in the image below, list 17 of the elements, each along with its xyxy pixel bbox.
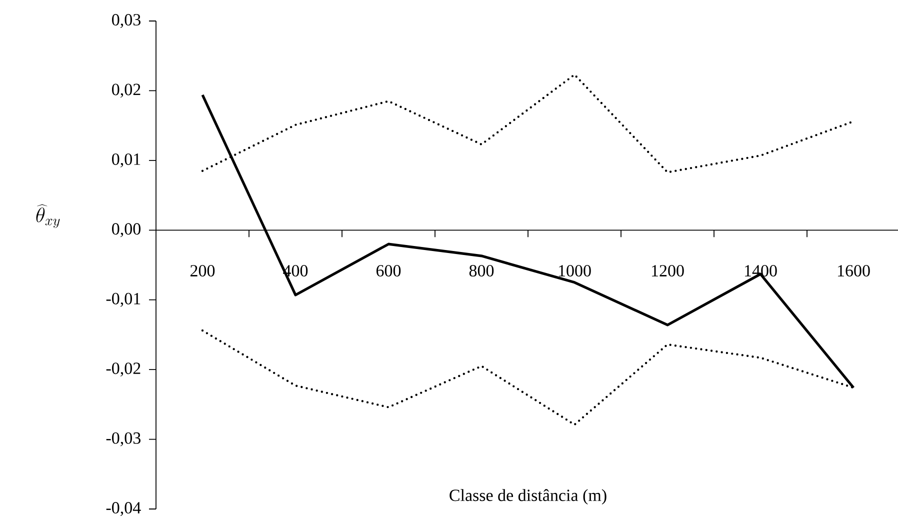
y-tick-label: 0,01 [112,153,140,168]
x-tick-label: 800 [469,265,494,276]
y-tick-label: -0,01 [106,292,140,307]
y-tick-label: 0,03 [112,14,140,28]
y-axis-title: $\widehat{\theta}_{xy}$ [36,204,60,228]
x-tick-label: 1000 [559,265,591,276]
y-tick-label: -0,04 [106,502,141,516]
x-tick-label: 200 [190,265,215,276]
y-tick-label: 0,00 [112,223,140,238]
y-tick-label: 0,02 [112,84,140,98]
y-tick-label: -0,03 [106,432,140,446]
x-tick-label: 1600 [838,265,870,276]
x-tick-label: 600 [376,265,401,276]
y-tick-label: -0,02 [106,362,140,377]
x-tick-label: 1400 [745,265,777,276]
x-tick-label: 1200 [652,265,684,276]
x-axis-title: Classe de distância (m) [450,489,606,505]
